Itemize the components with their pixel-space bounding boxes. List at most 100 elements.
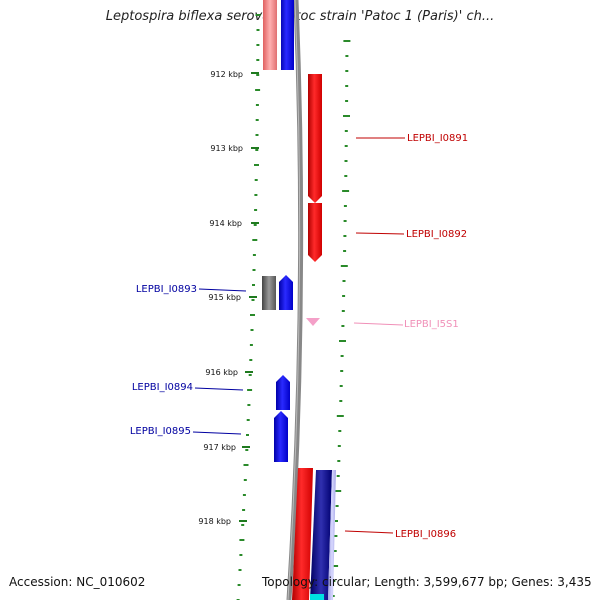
gene-LEPBI_I0896-group[interactable]: [292, 468, 336, 600]
pale-feature[interactable]: [328, 470, 336, 600]
gc-track-mark: [343, 250, 347, 252]
gc-track-mark: [256, 59, 260, 61]
gc-track-mark: [336, 415, 344, 417]
gc-track-mark: [250, 329, 254, 331]
gc-track-mark: [333, 550, 337, 552]
leader-line: [194, 387, 244, 391]
leader-line: [353, 322, 404, 326]
backbone-arc: [286, 0, 304, 600]
gene-label[interactable]: LEPBI_I0893: [136, 284, 197, 295]
gc-content-track-left: [236, 14, 261, 600]
gene-LEPBI_I0892[interactable]: [308, 203, 322, 262]
leader-line: [192, 431, 242, 435]
gc-track-mark: [343, 115, 350, 117]
gc-track-mark: [335, 505, 339, 507]
gc-track-mark: [338, 430, 342, 432]
gene-label[interactable]: LEPBI_I0891: [407, 133, 468, 144]
ruler-tick-label: 912 kbp: [210, 70, 243, 79]
gc-track-mark: [332, 580, 336, 582]
gc-track-mark: [255, 134, 259, 136]
gc-track-mark: [242, 494, 246, 496]
accession-text: Accession: NC_010602: [9, 575, 146, 589]
gc-track-mark: [340, 265, 348, 267]
gene-label[interactable]: LEPBI_I5S1: [404, 319, 459, 330]
gc-track-mark: [339, 340, 346, 342]
ruler-tick-label: 913 kbp: [210, 144, 243, 153]
gc-track-mark: [252, 254, 256, 256]
partial-feature-top[interactable]: [263, 0, 294, 70]
ruler-tick: [251, 222, 259, 224]
gc-track-mark: [250, 314, 255, 316]
gc-track-mark: [339, 385, 343, 387]
gene-label[interactable]: LEPBI_I0896: [395, 529, 456, 540]
gc-track-mark: [255, 104, 259, 106]
cyan-feature[interactable]: [310, 594, 324, 600]
gc-track-mark: [344, 130, 348, 132]
gc-track-mark: [254, 209, 258, 211]
gc-track-mark: [343, 220, 347, 222]
gc-track-mark: [340, 355, 344, 357]
gc-track-mark: [337, 445, 341, 447]
gc-track-mark: [331, 565, 339, 567]
gc-content-track-right: [331, 40, 351, 597]
gc-track-mark: [254, 164, 259, 166]
gc-track-mark: [251, 299, 255, 301]
gc-track-mark: [345, 85, 349, 87]
gene-LEPBI_I0893[interactable]: [279, 275, 293, 310]
gc-track-mark: [255, 14, 261, 16]
gc-track-mark: [343, 205, 347, 207]
gc-track-mark: [247, 389, 253, 391]
gc-track-mark: [255, 89, 261, 91]
gc-track-mark: [339, 400, 343, 402]
gc-track-mark: [331, 595, 335, 597]
gc-track-mark: [254, 179, 258, 181]
gene-LEPBI_I0896[interactable]: [292, 468, 313, 600]
gc-track-mark: [337, 460, 341, 462]
gc-track-mark: [248, 374, 252, 376]
ruler-tick: [251, 72, 259, 74]
gc-track-mark: [237, 584, 241, 586]
ruler-tick: [251, 147, 259, 149]
gc-track-mark: [255, 119, 259, 121]
gene-label[interactable]: LEPBI_I0894: [132, 382, 193, 393]
gc-track-mark: [241, 524, 245, 526]
ruler: 912 kbp 913 kbp 914 kbp 915 kbp 916 kbp …: [198, 70, 259, 526]
leader-lines: [192, 137, 405, 534]
gc-track-mark: [246, 434, 249, 436]
leader-line: [344, 530, 394, 534]
gc-track-mark: [334, 490, 342, 492]
gc-track-mark: [343, 235, 347, 237]
gc-track-mark: [342, 295, 346, 297]
backbone-arc-highlight: [287, 0, 301, 600]
gene-LEPBI_I5S1[interactable]: [306, 318, 320, 326]
gene-label[interactable]: LEPBI_I0892: [406, 229, 467, 240]
gc-track-mark: [252, 284, 255, 286]
gc-track-mark: [256, 29, 260, 31]
gc-track-mark: [336, 475, 340, 477]
ruler-tick-label: 918 kbp: [198, 517, 231, 526]
leader-line: [355, 232, 405, 235]
gc-track-mark: [252, 239, 258, 241]
gc-track-mark: [345, 55, 349, 57]
gene-LEPBI_I0893-pseudo[interactable]: [262, 276, 276, 310]
gene-LEPBI_I0891[interactable]: [308, 74, 322, 203]
gc-track-mark: [341, 310, 345, 312]
ruler-tick: [239, 520, 247, 522]
ruler-tick-label: 916 kbp: [205, 368, 238, 377]
topology-summary: Topology: circular; Length: 3,599,677 bp…: [262, 575, 592, 589]
gc-track-mark: [246, 419, 250, 421]
gc-track-mark: [247, 404, 251, 406]
leader-line: [198, 288, 247, 292]
gene-LEPBI_I0894[interactable]: [276, 375, 290, 410]
gene-label[interactable]: LEPBI_I0895: [130, 426, 191, 437]
navy-feature[interactable]: [310, 470, 332, 600]
ruler-tick: [245, 371, 253, 373]
ruler-tick-label: 917 kbp: [203, 443, 236, 452]
gc-track-mark: [345, 100, 349, 102]
gc-track-mark: [243, 479, 247, 481]
gc-track-mark: [249, 344, 253, 346]
gene-LEPBI_I0895[interactable]: [274, 411, 288, 462]
gc-track-mark: [344, 160, 348, 162]
gc-track-mark: [245, 449, 249, 451]
